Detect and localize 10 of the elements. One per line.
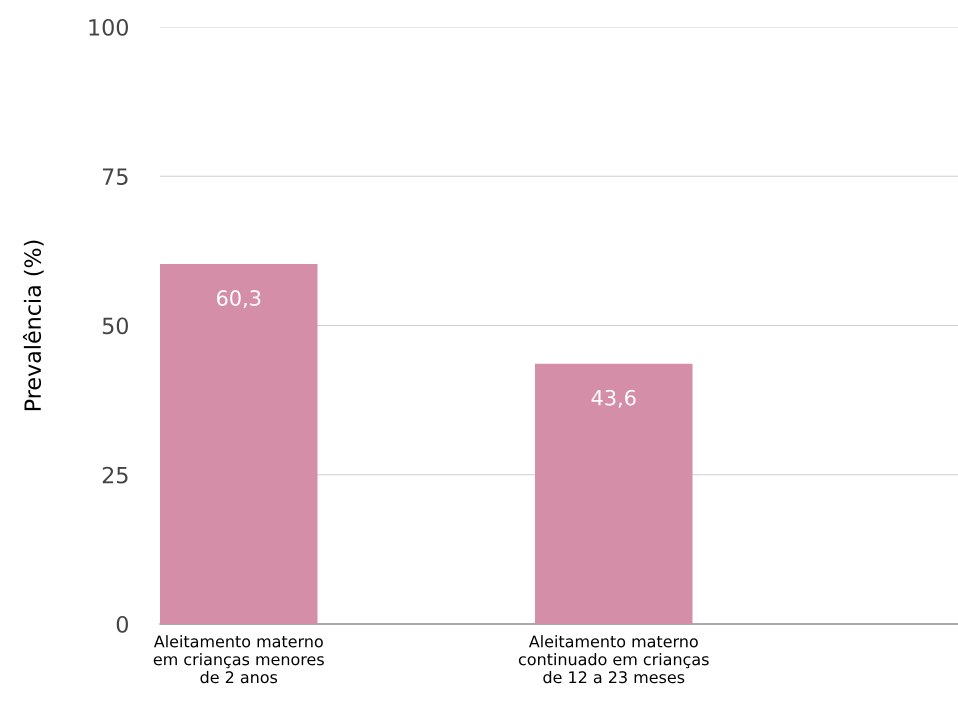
y-tick-label: 75 [102,168,128,186]
y-tick-label: 50 [102,317,128,334]
data-label: 60,3 [217,290,260,308]
data-label: 43,6 [592,390,636,408]
y-tick-label: 100 [89,18,128,36]
y-tick-label: 0 [116,616,128,633]
x-tick-label: Aleitamento materno continuado em crianças de 12 a 23 meses [518,635,709,684]
y-tick-label: 25 [102,466,128,484]
x-tick-label: Aleitamento materno em crianças menores de 2 anos [154,635,324,684]
y-axis-title: Prevalência (%) [22,240,44,410]
